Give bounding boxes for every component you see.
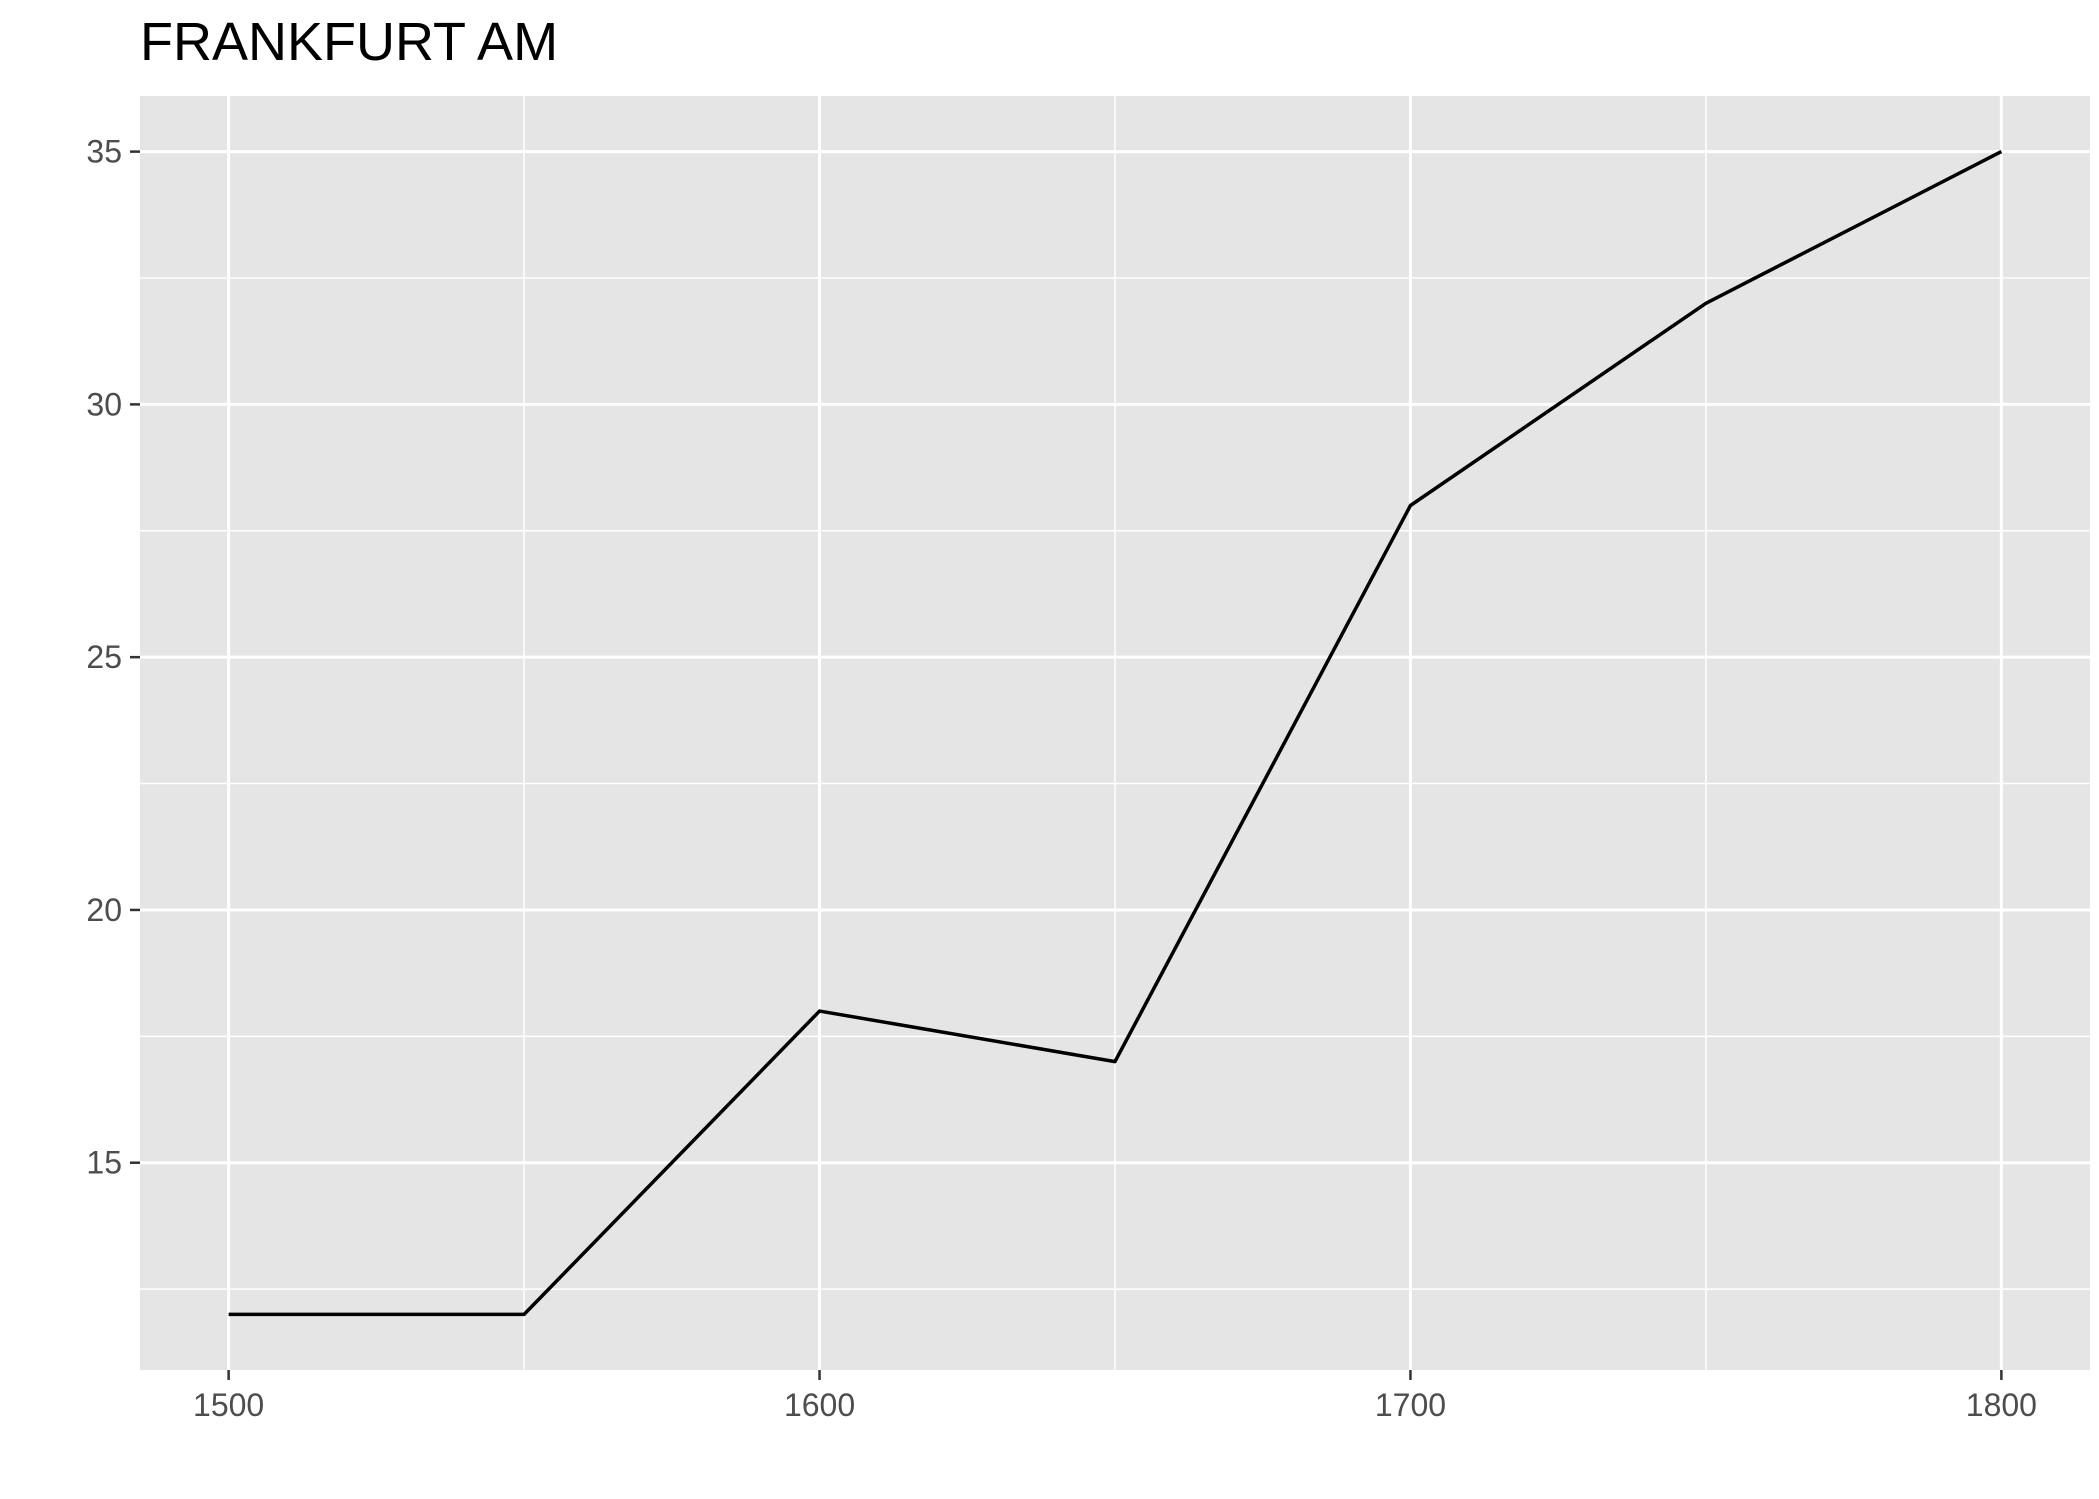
major-gridlines (140, 96, 2090, 1370)
y-tick-label: 25 (86, 639, 122, 675)
series-layer (228, 150, 2003, 1317)
y-tick-label: 15 (86, 1145, 122, 1181)
chart-title: FRANKFURT AM (140, 12, 558, 72)
y-axis: 15 20 25 30 35 (86, 134, 140, 1181)
minor-gridlines (140, 96, 2090, 1370)
x-tick-label: 1800 (1966, 1387, 2037, 1423)
y-tick-label: 20 (86, 892, 122, 928)
x-axis: 1500 1600 1700 1800 (193, 1370, 2037, 1423)
y-tick-label: 35 (86, 134, 122, 170)
x-tick-label: 1700 (1375, 1387, 1446, 1423)
series-line-1 (228, 150, 2003, 1317)
y-tick-label: 30 (86, 386, 122, 422)
x-tick-label: 1500 (193, 1387, 264, 1423)
x-tick-label: 1600 (784, 1387, 855, 1423)
